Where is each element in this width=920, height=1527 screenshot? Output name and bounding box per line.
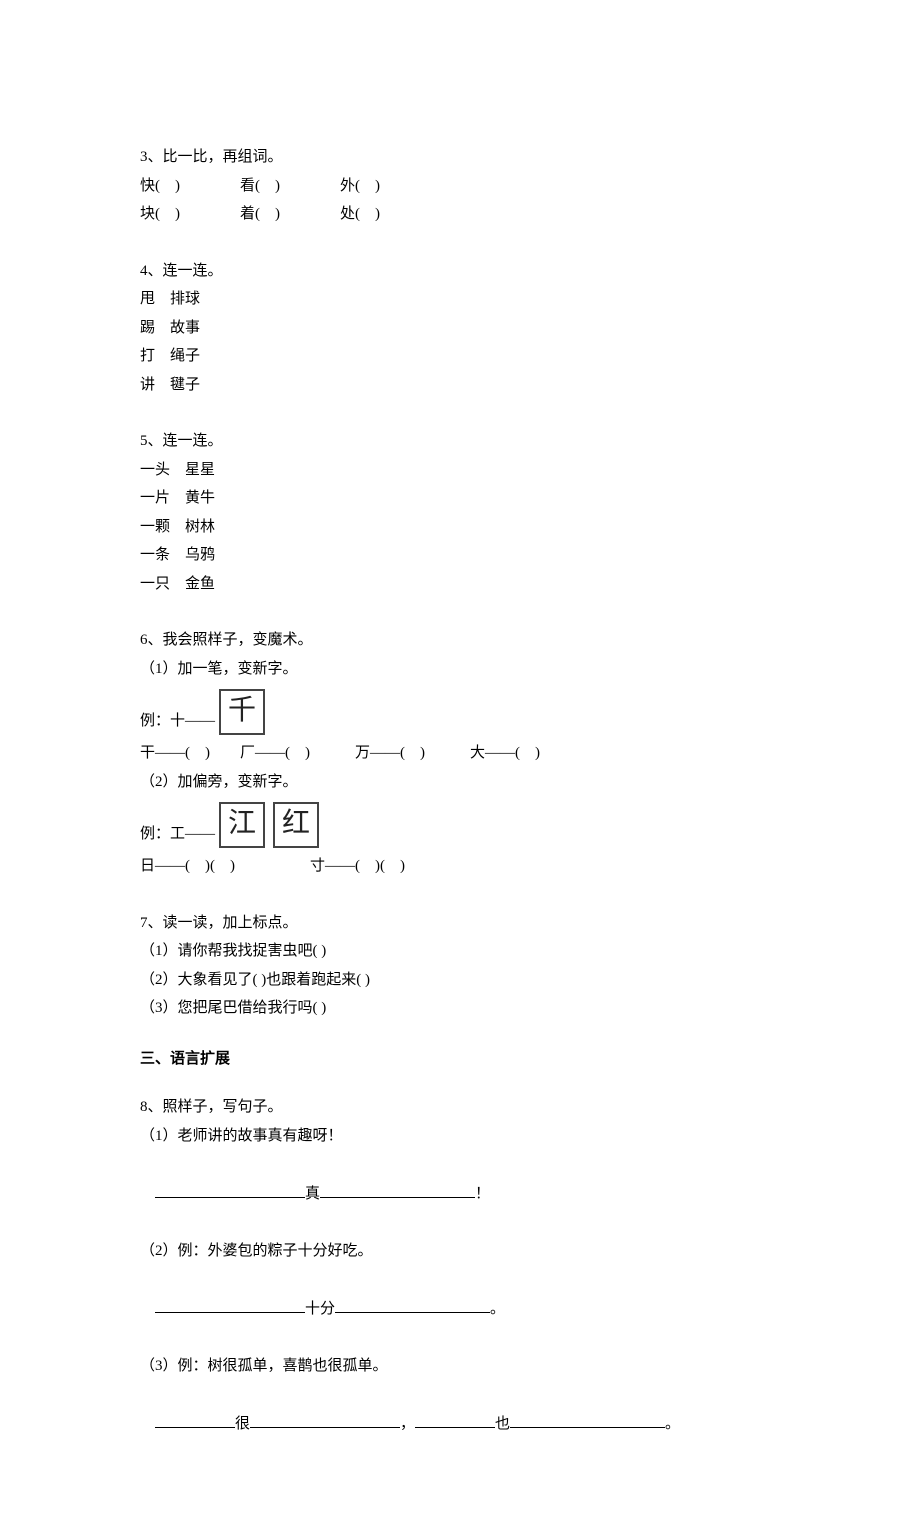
q6-sub1: （1）加一笔，变新字。: [140, 655, 780, 684]
q5-pair-1: 一片 黄牛: [140, 484, 780, 513]
q6-ex1-prefix: 例：十——: [140, 707, 215, 736]
q4-pair-0: 甩 排球: [140, 285, 780, 314]
q6-ex2: 例：工—— 江 红: [140, 802, 780, 848]
q7-item-1: （2）大象看见了( )也跟着跑起来( ): [140, 966, 780, 995]
q6-title: 6、我会照样子，变魔术。: [140, 626, 780, 655]
q8-i3: （3）例：树很孤单，喜鹊也很孤单。: [140, 1352, 780, 1381]
q4-pair-2: 打 绳子: [140, 342, 780, 371]
blank: [250, 1409, 400, 1428]
section3-heading: 三、语言扩展: [140, 1045, 780, 1074]
worksheet-page: 3、比一比，再组词。 快( ) 看( ) 外( ) 块( ) 着( ) 处( )…: [0, 0, 920, 1527]
q6-line2: 日——( )( ) 寸——( )( ): [140, 852, 780, 881]
q8-i3-fill: 很，也。: [140, 1380, 780, 1467]
q8-i1: （1）老师讲的故事真有趣呀！: [140, 1122, 780, 1151]
blank: [155, 1409, 235, 1428]
q4-title: 4、连一连。: [140, 257, 780, 286]
q6-ex1-glyph: 千: [219, 689, 265, 735]
q5-title: 5、连一连。: [140, 427, 780, 456]
q7-item-0: （1）请你帮我找捉害虫吧( ): [140, 937, 780, 966]
q8-title: 8、照样子，写句子。: [140, 1093, 780, 1122]
q8-i2: （2）例：外婆包的粽子十分好吃。: [140, 1237, 780, 1266]
q5-pair-3: 一条 乌鸦: [140, 541, 780, 570]
blank: [155, 1294, 305, 1313]
q4-pair-1: 踢 故事: [140, 314, 780, 343]
q6-line1: 干——( ) 厂——( ) 万——( ) 大——( ): [140, 739, 780, 768]
q3-row-0: 快( ) 看( ) 外( ): [140, 172, 780, 201]
q6-ex2-prefix: 例：工——: [140, 820, 215, 849]
q7-item-2: （3）您把尾巴借给我行吗( ): [140, 994, 780, 1023]
q4-pair-3: 讲 毽子: [140, 371, 780, 400]
q8-i2-fill: 十分。: [140, 1265, 780, 1352]
q6-sub2: （2）加偏旁，变新字。: [140, 768, 780, 797]
q6-ex2-glyph2: 红: [273, 802, 319, 848]
q7-title: 7、读一读，加上标点。: [140, 909, 780, 938]
q5-pair-4: 一只 金鱼: [140, 570, 780, 599]
q5-pair-2: 一颗 树林: [140, 513, 780, 542]
blank: [320, 1179, 475, 1198]
q6-ex2-glyph1: 江: [219, 802, 265, 848]
blank: [510, 1409, 665, 1428]
blank: [335, 1294, 490, 1313]
q3-row-1: 块( ) 着( ) 处( ): [140, 200, 780, 229]
q8-i1-fill: 真！: [140, 1150, 780, 1237]
blank: [155, 1179, 305, 1198]
q6-ex1: 例：十—— 千: [140, 689, 780, 735]
blank: [415, 1409, 495, 1428]
q3-title: 3、比一比，再组词。: [140, 143, 780, 172]
q5-pair-0: 一头 星星: [140, 456, 780, 485]
